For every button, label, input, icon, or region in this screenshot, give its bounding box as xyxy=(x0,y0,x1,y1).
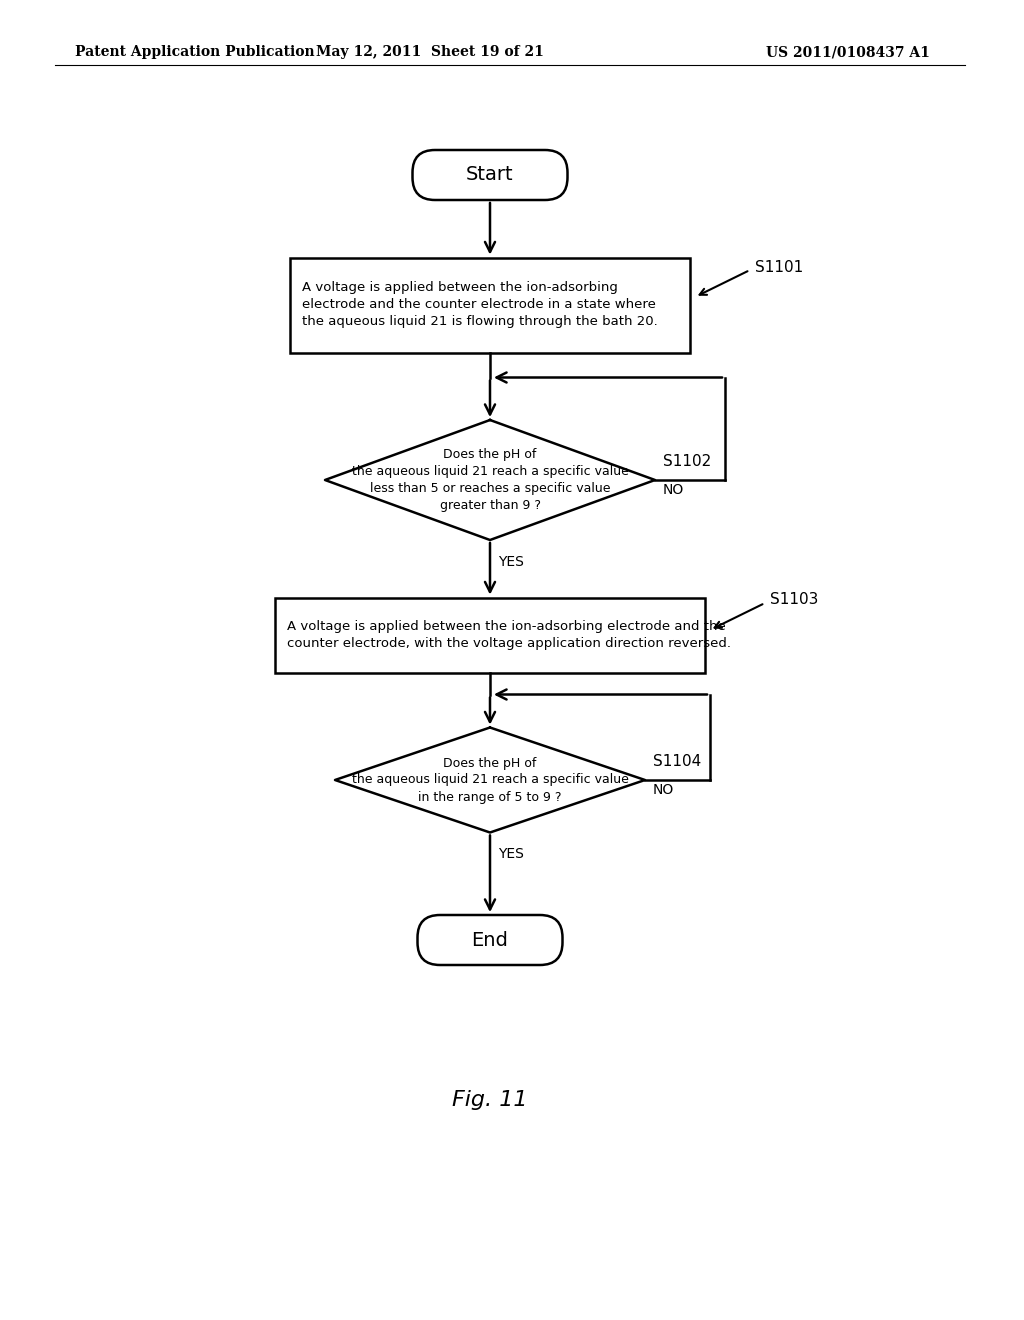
Text: NO: NO xyxy=(663,483,684,498)
Text: YES: YES xyxy=(498,847,524,862)
Text: May 12, 2011  Sheet 19 of 21: May 12, 2011 Sheet 19 of 21 xyxy=(316,45,544,59)
Text: S1102: S1102 xyxy=(663,454,712,470)
Polygon shape xyxy=(335,727,645,833)
Text: S1101: S1101 xyxy=(755,260,803,275)
Text: S1104: S1104 xyxy=(653,755,701,770)
Bar xyxy=(275,598,705,672)
Text: End: End xyxy=(472,931,509,949)
Text: Patent Application Publication: Patent Application Publication xyxy=(75,45,314,59)
Text: US 2011/0108437 A1: US 2011/0108437 A1 xyxy=(766,45,930,59)
FancyBboxPatch shape xyxy=(418,915,562,965)
Polygon shape xyxy=(325,420,655,540)
Bar xyxy=(290,257,690,352)
Text: Fig. 11: Fig. 11 xyxy=(453,1090,527,1110)
Text: S1103: S1103 xyxy=(770,593,818,607)
FancyBboxPatch shape xyxy=(413,150,567,201)
Text: YES: YES xyxy=(498,554,524,569)
Text: Does the pH of
the aqueous liquid 21 reach a specific value
less than 5 or reach: Does the pH of the aqueous liquid 21 rea… xyxy=(351,447,629,512)
Text: NO: NO xyxy=(653,783,674,797)
Text: Does the pH of
the aqueous liquid 21 reach a specific value
in the range of 5 to: Does the pH of the aqueous liquid 21 rea… xyxy=(351,756,629,804)
Text: Start: Start xyxy=(466,165,514,185)
Text: A voltage is applied between the ion-adsorbing
electrode and the counter electro: A voltage is applied between the ion-ads… xyxy=(302,281,657,329)
Text: A voltage is applied between the ion-adsorbing electrode and the
counter electro: A voltage is applied between the ion-ads… xyxy=(287,620,731,649)
